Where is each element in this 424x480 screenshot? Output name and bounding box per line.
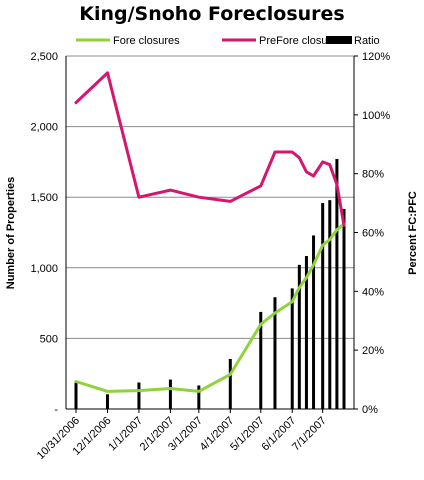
ratio-bar: [304, 256, 308, 409]
ratio-bar: [228, 358, 232, 409]
legend-swatch: [326, 36, 352, 44]
ratio-bar: [297, 264, 301, 409]
ratio-bar: [74, 382, 78, 409]
chart-title: King/Snoho Foreclosures: [79, 3, 345, 25]
ratio-bar: [290, 288, 294, 409]
y2-tick-label: 80%: [362, 169, 384, 181]
legend-label: Ratio: [354, 35, 380, 47]
ratio-bar: [273, 297, 277, 409]
axes: [65, 55, 358, 413]
ratio-bar: [259, 311, 263, 409]
ratio-bar: [342, 208, 346, 409]
ratio-bar: [335, 158, 339, 409]
y2-axis-label: Percent FC:PFC: [407, 191, 419, 275]
legend-label: Fore closures: [113, 35, 180, 47]
y2-tick-label: 20%: [362, 345, 384, 357]
x-tick-label: 7/1/2007: [290, 415, 329, 454]
ratio-bar: [137, 382, 141, 409]
y2-tick-label: 40%: [362, 286, 384, 298]
ratio-bar: [312, 235, 316, 409]
legend: Fore closures PreFore closures Ratio: [76, 35, 380, 47]
y2-tick-label: 120%: [362, 51, 390, 63]
y-tick-label: 1,500: [30, 192, 58, 204]
legend-label: PreFore closures: [259, 35, 343, 47]
y2-tick-label: 0%: [362, 404, 378, 416]
y-tick-label: 1,000: [30, 263, 58, 275]
y-tick-label: 500: [40, 333, 58, 345]
y-axis-label: Number of Properties: [5, 177, 17, 289]
ratio-bar: [168, 379, 172, 409]
ratio-bar: [321, 203, 325, 409]
series-lines: [74, 71, 346, 393]
ratio-bar: [105, 394, 109, 409]
prefore-closures-line: [74, 71, 346, 227]
ratio-bar: [197, 385, 201, 409]
fore-closures-line: [74, 222, 346, 393]
y-tick-label: 2,000: [30, 122, 58, 134]
y2-tick-label: 60%: [362, 228, 384, 240]
y2-tick-label: 100%: [362, 110, 390, 122]
y-tick-label: -: [54, 404, 58, 416]
ratio-bars: [74, 158, 346, 409]
y-tick-label: 2,500: [30, 51, 58, 63]
ratio-bar: [328, 200, 332, 409]
